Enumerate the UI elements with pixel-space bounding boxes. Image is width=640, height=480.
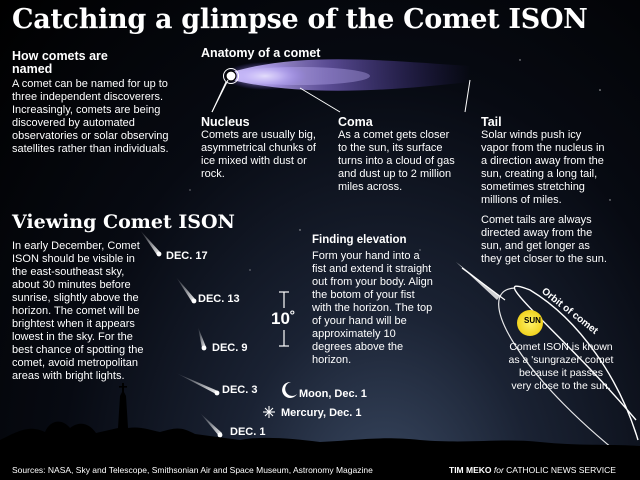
moon-label: Moon, Dec. 1 xyxy=(299,388,367,400)
author-credit: TIM MEKO for CATHOLIC NEWS SERVICE xyxy=(449,465,616,475)
comet-dot-dec-13 xyxy=(191,298,197,304)
horizon-silhouette xyxy=(0,383,640,480)
nucleus-label: Nucleus xyxy=(201,115,250,129)
coma-text: As a comet gets closer to the sun, its s… xyxy=(338,129,455,193)
star-field xyxy=(189,19,611,271)
date-label-dec-3: DEC. 3 xyxy=(222,384,258,396)
comet-dot-dec-9 xyxy=(201,345,207,351)
named-heading: How comets are named xyxy=(12,49,108,76)
comet-dot-dec-1 xyxy=(217,432,223,438)
comet-anatomy-illustration xyxy=(223,59,470,91)
comet-orbit-diagram xyxy=(456,262,640,471)
mercury-icon xyxy=(263,406,275,418)
viewing-text: In early December, Comet ISON should be … xyxy=(12,240,144,382)
tail-text: Solar winds push icy vapor from the nucl… xyxy=(481,129,605,206)
tail-label: Tail xyxy=(481,115,502,129)
elevation-text: Form your hand into a fist and extend it… xyxy=(312,250,433,366)
sources-credit: Sources: NASA, Sky and Telescope, Smiths… xyxy=(12,465,373,475)
date-label-dec-17: DEC. 17 xyxy=(166,250,208,262)
nucleus-text: Comets are usually big, asymmetrical chu… xyxy=(201,129,316,180)
anatomy-heading: Anatomy of a comet xyxy=(201,46,321,60)
sun-label: SUN xyxy=(524,316,541,325)
mercury-label: Mercury, Dec. 1 xyxy=(281,407,362,419)
elevation-bracket xyxy=(279,291,289,347)
moon-icon xyxy=(282,381,297,398)
date-label-dec-9: DEC. 9 xyxy=(212,342,248,354)
degrees-label: 10˚ xyxy=(271,309,296,328)
credit-for: for xyxy=(493,465,504,475)
named-text: A comet can be named for up to three ind… xyxy=(12,78,169,155)
elevation-heading: Finding elevation xyxy=(312,234,407,246)
viewing-heading: Viewing Comet ISON xyxy=(12,211,235,233)
comet-dot-dec-3 xyxy=(214,390,220,396)
anatomy-pointers xyxy=(211,79,471,113)
viewing-comets xyxy=(140,230,222,436)
comet-dot-dec-17 xyxy=(156,251,162,257)
sungrazer-text: Comet ISON is known as a 'sungrazer' com… xyxy=(508,341,614,392)
date-label-dec-13: DEC. 13 xyxy=(198,293,240,305)
credit-org: CATHOLIC NEWS SERVICE xyxy=(506,465,616,475)
credit-name: TIM MEKO xyxy=(449,465,492,475)
tails-note: Comet tails are always directed away fro… xyxy=(481,214,607,265)
page-title: Catching a glimpse of the Comet ISON xyxy=(12,4,588,35)
sun-icon xyxy=(517,310,543,336)
coma-label: Coma xyxy=(338,115,373,129)
date-label-dec-1: DEC. 1 xyxy=(230,426,266,438)
